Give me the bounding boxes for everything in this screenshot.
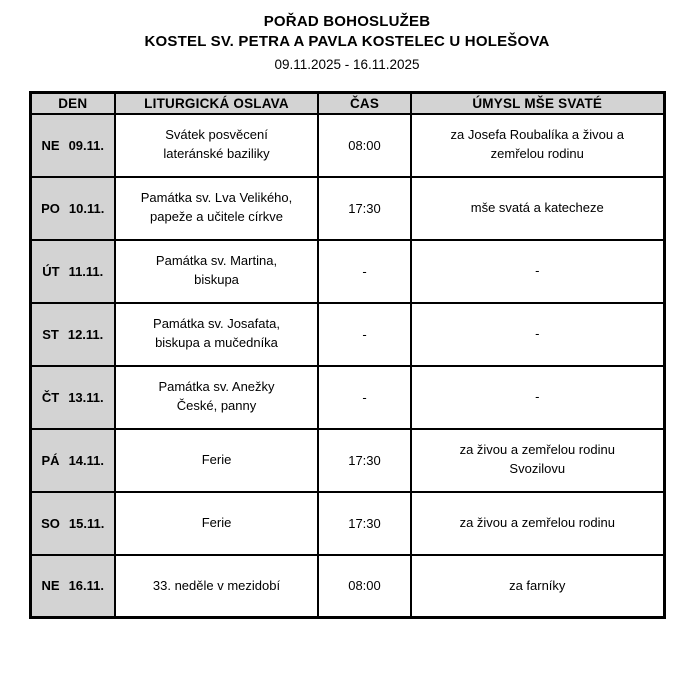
time-cell: 17:30 (317, 490, 412, 556)
celebration-cell: Památka sv. Anežky České, panny (114, 364, 319, 430)
time-cell: 08:00 (317, 112, 412, 178)
day-cell: SO 15.11. (29, 490, 116, 556)
day-date: 11.11. (68, 263, 104, 279)
day-cell: ST 12.11. (29, 301, 116, 367)
table-row: ČT 13.11. Památka sv. Anežky České, pann… (29, 364, 665, 430)
day-abbr: ÚT (42, 263, 60, 279)
day-abbr: SO (41, 515, 60, 531)
intention-cell: za živou a zemřelou rodinu Svozilovu (410, 427, 665, 493)
intention-cell: - (410, 301, 665, 367)
schedule-table: DEN LITURGICKÁ OSLAVA ČAS ÚMYSL MŠE SVAT… (28, 90, 666, 620)
time-cell: 17:30 (317, 175, 412, 241)
table-row: NE 16.11. 33. neděle v mezidobí 08:00 za… (29, 553, 665, 619)
celebration-cell: Ferie (114, 427, 319, 493)
day-date: 15.11. (68, 515, 105, 531)
day-cell: ČT 13.11. (29, 364, 116, 430)
time-cell: - (317, 238, 412, 304)
day-abbr: PO (41, 200, 60, 216)
day-date: 09.11. (68, 137, 104, 153)
table-header-row: DEN LITURGICKÁ OSLAVA ČAS ÚMYSL MŠE SVAT… (29, 91, 665, 115)
table-row: SO 15.11. Ferie 17:30 za živou a zemřelo… (29, 490, 665, 556)
celebration-cell: Ferie (114, 490, 319, 556)
document-header: POŘAD BOHOSLUŽEB KOSTEL SV. PETRA A PAVL… (0, 12, 694, 74)
day-date: 13.11. (68, 389, 104, 405)
celebration-cell: Památka sv. Martina, biskupa (114, 238, 319, 304)
intention-cell: za farníky (410, 553, 665, 619)
column-header-liturgicka-oslava: LITURGICKÁ OSLAVA (114, 91, 319, 115)
table-row: ÚT 11.11. Památka sv. Martina, biskupa -… (29, 238, 665, 304)
time-cell: - (317, 301, 412, 367)
time-cell: 08:00 (317, 553, 412, 619)
day-abbr: NE (41, 137, 60, 153)
intention-cell: - (410, 364, 665, 430)
day-date: 12.11. (67, 326, 104, 342)
day-cell: NE 16.11. (29, 553, 116, 619)
table-row: PO 10.11. Památka sv. Lva Velikého, pape… (29, 175, 665, 241)
table-row: PÁ 14.11. Ferie 17:30 za živou a zemřelo… (29, 427, 665, 493)
day-cell: NE 09.11. (29, 112, 116, 178)
page-subtitle: KOSTEL SV. PETRA A PAVLA KOSTELEC U HOLE… (144, 33, 550, 51)
day-date: 16.11. (68, 578, 104, 594)
intention-cell: za živou a zemřelou rodinu (410, 490, 665, 556)
intention-cell: mše svatá a katecheze (410, 175, 665, 241)
celebration-cell: 33. neděle v mezidobí (114, 553, 319, 619)
column-header-umysl-mse-svate: ÚMYSL MŠE SVATÉ (410, 91, 665, 115)
day-abbr: NE (41, 578, 60, 594)
date-range: 09.11.2025 - 16.11.2025 (274, 56, 420, 72)
celebration-cell: Památka sv. Josafata, biskupa a mučedník… (114, 301, 319, 367)
day-cell: ÚT 11.11. (29, 238, 116, 304)
day-abbr: PÁ (41, 452, 60, 468)
column-header-cas: ČAS (317, 91, 412, 115)
celebration-cell: Památka sv. Lva Velikého, papeže a učite… (114, 175, 319, 241)
intention-cell: - (410, 238, 665, 304)
page-title: POŘAD BOHOSLUŽEB (263, 13, 431, 30)
column-header-den: DEN (29, 91, 116, 115)
day-abbr: ČT (41, 389, 60, 405)
day-abbr: ST (42, 326, 59, 342)
celebration-cell: Svátek posvěcení lateránské baziliky (114, 112, 319, 178)
table-row: NE 09.11. Svátek posvěcení lateránské ba… (29, 112, 665, 178)
day-cell: PO 10.11. (29, 175, 116, 241)
intention-cell: za Josefa Roubalíka a živou a zemřelou r… (410, 112, 665, 178)
time-cell: 17:30 (317, 427, 412, 493)
time-cell: - (317, 364, 412, 430)
table-row: ST 12.11. Památka sv. Josafata, biskupa … (29, 301, 665, 367)
day-cell: PÁ 14.11. (29, 427, 116, 493)
day-date: 10.11. (68, 200, 105, 216)
day-date: 14.11. (68, 452, 104, 468)
